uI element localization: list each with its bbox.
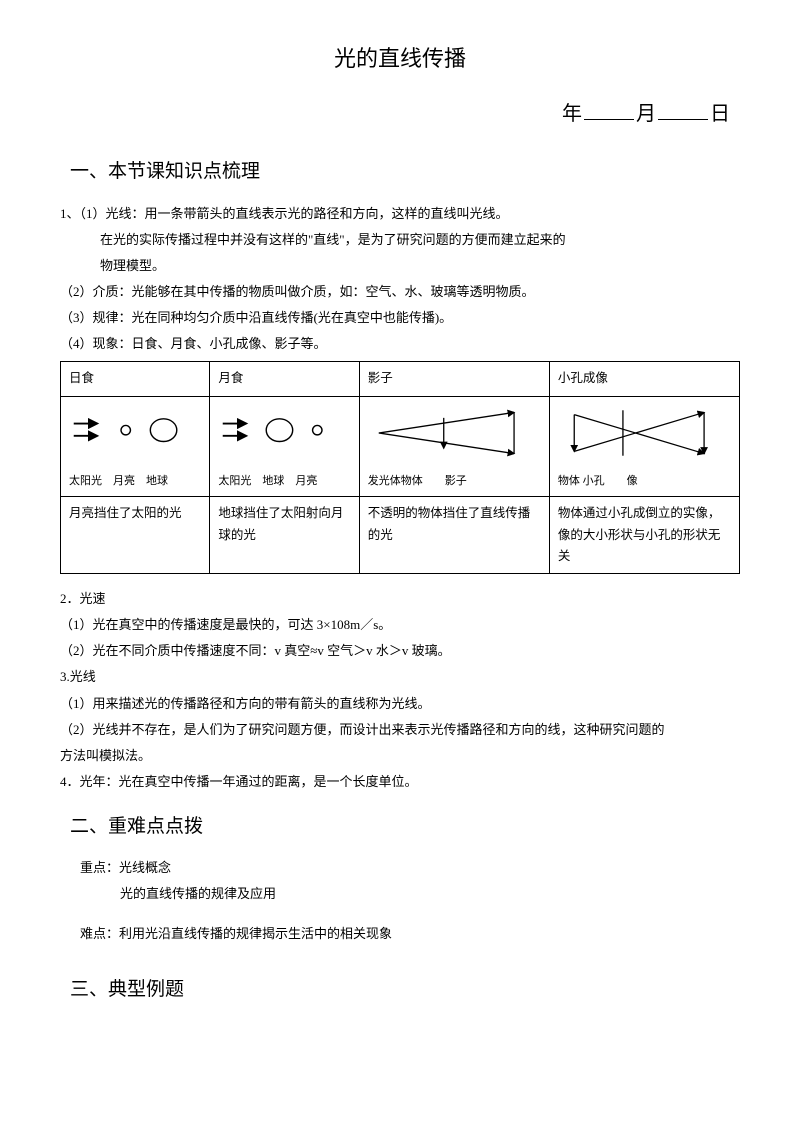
desc-lunar: 地球挡住了太阳射向月球的光 [210,497,359,574]
shadow-icon [368,403,541,463]
keypoint-line1: 重点：光线概念 [60,857,740,879]
p1-2: （2）介质：光能够在其中传播的物质叫做介质，如：空气、水、玻璃等透明物质。 [60,281,740,303]
p1-1: （1）光线：用一条带箭头的直线表示光的路径和方向，这样的直线叫光线。 [80,206,509,221]
lunar-eclipse-icon [218,403,350,463]
p1-1b: 在光的实际传播过程中并没有这样的"直线"，是为了研究问题的方便而建立起来的 [60,229,740,251]
diff-label: 难点： [80,926,119,941]
p3-2: （2）光线并不存在，是人们为了研究问题方便，而设计出来表示光传播路径和方向的线，… [60,719,740,741]
solar-eclipse-icon [69,403,201,463]
month-label: 月 [636,103,656,125]
table-row-desc: 月亮挡住了太阳的光 地球挡住了太阳射向月球的光 不透明的物体挡住了直线传播的光 … [61,497,740,574]
p1-4: （4）现象：日食、月食、小孔成像、影子等。 [60,333,740,355]
p1-3: （3）规律：光在同种均匀介质中沿直线传播(光在真空中也能传播)。 [60,307,740,329]
key1: 光线概念 [119,860,171,875]
hdr-lunar: 月食 [210,362,359,396]
p1-line1: 1、（1）光线：用一条带箭头的直线表示光的路径和方向，这样的直线叫光线。 [60,203,740,225]
hdr-solar: 日食 [61,362,210,396]
pinhole-icon [558,403,731,463]
table-row-headers: 日食 月食 影子 小孔成像 [61,362,740,396]
diff1: 利用光沿直线传播的规律揭示生活中的相关现象 [119,926,392,941]
p3-2b: 方法叫模拟法。 [60,745,740,767]
shadow-labels: 发光体物体 影子 [368,472,541,491]
hdr-pinhole: 小孔成像 [549,362,739,396]
diagram-solar-eclipse: 太阳光 月亮 地球 [61,396,210,497]
day-blank [658,119,708,120]
lunar-labels: 太阳光 地球 月亮 [218,472,350,491]
diffpoint-line: 难点：利用光沿直线传播的规律揭示生活中的相关现象 [60,923,740,945]
page-title: 光的直线传播 [60,40,740,77]
desc-pinhole: 物体通过小孔成倒立的实像，像的大小形状与小孔的形状无关 [549,497,739,574]
p2-num: 2．光速 [60,588,740,610]
p2-1: （1）光在真空中的传播速度是最快的，可达 3×108m／s。 [60,614,740,636]
p1-1c: 物理模型。 [60,255,740,277]
p2-2: （2）光在不同介质中传播速度不同：v 真空≈v 空气＞v 水＞v 玻璃。 [60,640,740,662]
diagram-pinhole: 物体 小孔 像 [549,396,739,497]
diagram-shadow: 发光体物体 影子 [359,396,549,497]
solar-labels: 太阳光 月亮 地球 [69,472,201,491]
year-label: 年 [562,103,582,125]
pinhole-labels: 物体 小孔 像 [558,472,731,491]
diagram-lunar-eclipse: 太阳光 地球 月亮 [210,396,359,497]
day-label: 日 [710,103,730,125]
section3-heading: 三、典型例题 [70,974,740,1006]
hdr-shadow: 影子 [359,362,549,396]
p1-num: 1、 [60,206,80,221]
p3-1: （1）用来描述光的传播路径和方向的带有箭头的直线称为光线。 [60,693,740,715]
desc-solar: 月亮挡住了太阳的光 [61,497,210,574]
key2: 光的直线传播的规律及应用 [60,883,740,905]
desc-shadow: 不透明的物体挡住了直线传播的光 [359,497,549,574]
month-blank [584,119,634,120]
key-label: 重点： [80,860,119,875]
p3-num: 3.光线 [60,666,740,688]
section2-heading: 二、重难点点拨 [70,811,740,843]
section1-heading: 一、本节课知识点梳理 [70,156,740,188]
p4: 4．光年：光在真空中传播一年通过的距离，是一个长度单位。 [60,771,740,793]
phenomena-table: 日食 月食 影子 小孔成像 太阳光 月亮 地球 太阳光 地球 月亮 [60,361,740,574]
table-row-diagrams: 太阳光 月亮 地球 太阳光 地球 月亮 发光体物体 影子 [61,396,740,497]
date-line: 年月日 [60,97,740,131]
